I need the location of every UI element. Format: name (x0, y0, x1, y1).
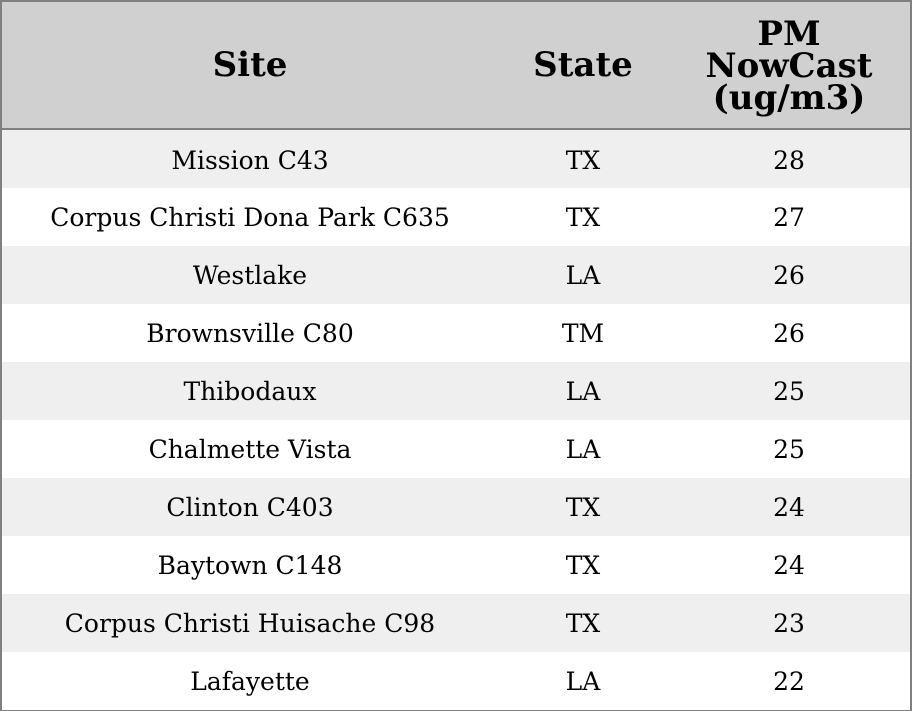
table-row: Mission C43 TX 28 (2, 130, 910, 188)
site-cell: Lafayette (190, 666, 310, 696)
pm-value-cell: 27 (773, 202, 805, 232)
state-cell: TX (565, 145, 601, 175)
site-cell: Mission C43 (171, 145, 329, 175)
table-row: Westlake LA 26 (2, 246, 910, 304)
site-cell: Westlake (192, 260, 308, 290)
pm-value-cell: 25 (773, 376, 805, 406)
pm-value-cell: 24 (773, 492, 805, 522)
table-body: Mission C43 TX 28 Corpus Christi Dona Park … (2, 130, 910, 710)
table-row: Lafayette LA 22 (2, 652, 910, 710)
state-cell: TX (565, 492, 601, 522)
state-cell: TX (565, 202, 601, 232)
table-row: Corpus Christi Huisache C98 TX 23 (2, 594, 910, 652)
table-row: Clinton C403 TX 24 (2, 478, 910, 536)
header-pm-nowcast: PM NowCast (ug/m3) (705, 14, 873, 118)
pm-value-cell: 24 (773, 550, 805, 580)
state-cell: LA (565, 260, 601, 290)
pm-value-cell: 25 (773, 434, 805, 464)
site-cell: Brownsville C80 (146, 318, 354, 348)
site-cell: Corpus Christi Dona Park C635 (50, 202, 450, 232)
pm-value-cell: 22 (773, 666, 805, 696)
site-cell: Thibodaux (183, 376, 317, 406)
site-cell: Clinton C403 (166, 492, 334, 522)
state-cell: TX (565, 608, 601, 638)
site-cell: Baytown C148 (157, 550, 343, 580)
state-cell: TX (565, 550, 601, 580)
site-cell: Corpus Christi Huisache C98 (64, 608, 436, 638)
pm-value-cell: 23 (773, 608, 805, 638)
header-state: State (533, 45, 633, 85)
table-row: Corpus Christi Dona Park C635 TX 27 (2, 188, 910, 246)
state-cell: TM (561, 318, 605, 348)
pm-value-cell: 26 (773, 318, 805, 348)
header-site: Site (212, 45, 288, 85)
table-row: Thibodaux LA 25 (2, 362, 910, 420)
table-row: Brownsville C80 TM 26 (2, 304, 910, 362)
table-row: Chalmette Vista LA 25 (2, 420, 910, 478)
table-row: Baytown C148 TX 24 (2, 536, 910, 594)
pm-value-cell: 28 (773, 145, 805, 175)
pm-value-cell: 26 (773, 260, 805, 290)
state-cell: LA (565, 434, 601, 464)
site-cell: Chalmette Vista (148, 434, 352, 464)
table-header: Site State PM NowCast (ug/m3) (2, 2, 910, 130)
state-cell: LA (565, 666, 601, 696)
state-cell: LA (565, 376, 601, 406)
